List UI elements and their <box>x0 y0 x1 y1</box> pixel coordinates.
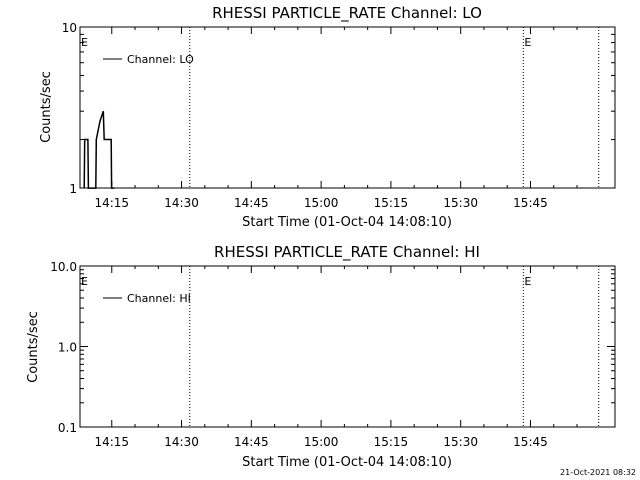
y-tick-label: 1 <box>69 182 77 196</box>
y-ticks-hi: 0.1 1.0 10.0 <box>50 260 615 435</box>
plot-frame-lo <box>79 26 616 189</box>
x-tick-label: 15:15 <box>374 435 409 449</box>
x-tick-label: 14:15 <box>94 435 129 449</box>
x-tick-label: 14:45 <box>234 196 269 210</box>
event-marker: E <box>524 275 531 288</box>
x-tick-label: 14:15 <box>94 196 129 210</box>
chart-title-lo: RHESSI PARTICLE_RATE Channel: LO <box>212 4 482 23</box>
y-axis-label-hi: Counts/sec <box>26 311 41 383</box>
footer-timestamp: 21-Oct-2021 08:32 <box>560 468 636 477</box>
panel-lo: RHESSI PARTICLE_RATE Channel: LO Counts/… <box>39 4 616 230</box>
event-marker: E <box>81 275 88 288</box>
x-tick-label: 14:30 <box>164 196 199 210</box>
y-tick-label: 0.1 <box>58 421 77 435</box>
y-axis-label-lo: Counts/sec <box>39 71 54 143</box>
x-tick-label: 15:45 <box>513 196 548 210</box>
y-tick-label: 10.0 <box>50 260 77 274</box>
x-tick-label: 15:15 <box>374 196 409 210</box>
x-tick-label: 15:00 <box>304 435 339 449</box>
x-tick-label: 15:30 <box>443 196 478 210</box>
legend-lo: Channel: LO <box>103 53 194 66</box>
y-ticks-lo: 1 10 <box>62 21 615 196</box>
plot-frame-hi <box>79 265 616 428</box>
x-tick-label: 14:45 <box>234 435 269 449</box>
x-tick-label: 15:30 <box>443 435 478 449</box>
y-tick-label: 1.0 <box>58 341 77 355</box>
series-lo <box>83 110 115 189</box>
y-tick-label: 10 <box>62 21 77 35</box>
x-tick-label: 14:30 <box>164 435 199 449</box>
legend-hi: Channel: HI <box>103 292 191 305</box>
event-marker: E <box>524 36 531 49</box>
series-line <box>83 110 115 189</box>
legend-label-hi: Channel: HI <box>127 292 191 305</box>
x-tick-label: 15:45 <box>513 435 548 449</box>
x-tick-label: 15:00 <box>304 196 339 210</box>
legend-label-lo: Channel: LO <box>127 53 194 66</box>
chart-title-hi: RHESSI PARTICLE_RATE Channel: HI <box>214 243 480 262</box>
x-axis-label-hi: Start Time (01-Oct-04 14:08:10) <box>242 455 452 470</box>
x-axis-label-lo: Start Time (01-Oct-04 14:08:10) <box>242 215 452 230</box>
panel-hi: RHESSI PARTICLE_RATE Channel: HI Counts/… <box>26 243 616 470</box>
event-marker: E <box>81 36 88 49</box>
x-ticks-hi: 14:15 14:30 14:45 15:00 15:15 15:30 15:45 <box>94 266 578 449</box>
x-ticks-lo: 14:15 14:30 14:45 15:00 15:15 15:30 15:45 <box>94 27 578 210</box>
